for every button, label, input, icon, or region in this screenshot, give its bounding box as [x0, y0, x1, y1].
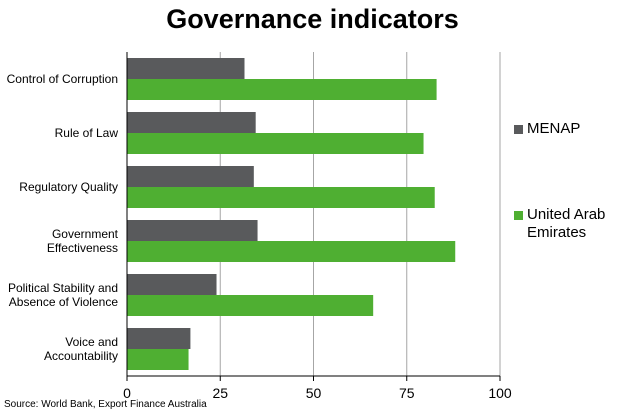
- y-category-label-0: Control of Corruption: [7, 72, 118, 86]
- legend-label-uae: United Arab Emirates: [527, 206, 606, 241]
- bar-menap-2: [127, 166, 254, 187]
- y-category-label-5: Voice and Accountability: [44, 335, 118, 363]
- bar-uae-5: [127, 349, 189, 370]
- bar-uae-2: [127, 187, 435, 208]
- x-tick-label-50: 50: [306, 385, 322, 401]
- bar-uae-0: [127, 79, 437, 100]
- y-category-label-2: Regulatory Quality: [19, 180, 118, 194]
- x-tick-label-75: 75: [399, 385, 415, 401]
- bar-menap-1: [127, 112, 256, 133]
- legend-swatch-uae: [514, 211, 523, 220]
- legend-item-menap: MENAP: [514, 120, 622, 138]
- source-note: Source: World Bank, Export Finance Austr…: [4, 399, 207, 410]
- legend-label-menap: MENAP: [527, 120, 581, 137]
- bar-menap-5: [127, 328, 191, 349]
- bar-menap-3: [127, 220, 258, 241]
- legend-swatch-menap: [514, 125, 523, 134]
- x-tick-label-100: 100: [488, 385, 512, 401]
- y-category-label-3: Government Effectiveness: [47, 227, 119, 255]
- x-tick-label-25: 25: [212, 385, 228, 401]
- y-category-label-4: Political Stability and Absence of Violen…: [8, 281, 118, 309]
- bar-uae-1: [127, 133, 424, 154]
- legend-item-uae: United Arab Emirates: [514, 206, 622, 242]
- bar-menap-0: [127, 58, 245, 79]
- chart-title: Governance indicators: [166, 4, 459, 34]
- y-category-label-1: Rule of Law: [55, 126, 119, 140]
- bar-uae-3: [127, 241, 456, 262]
- bar-uae-4: [127, 295, 374, 316]
- bar-menap-4: [127, 274, 217, 295]
- x-tick-label-0: 0: [123, 385, 131, 401]
